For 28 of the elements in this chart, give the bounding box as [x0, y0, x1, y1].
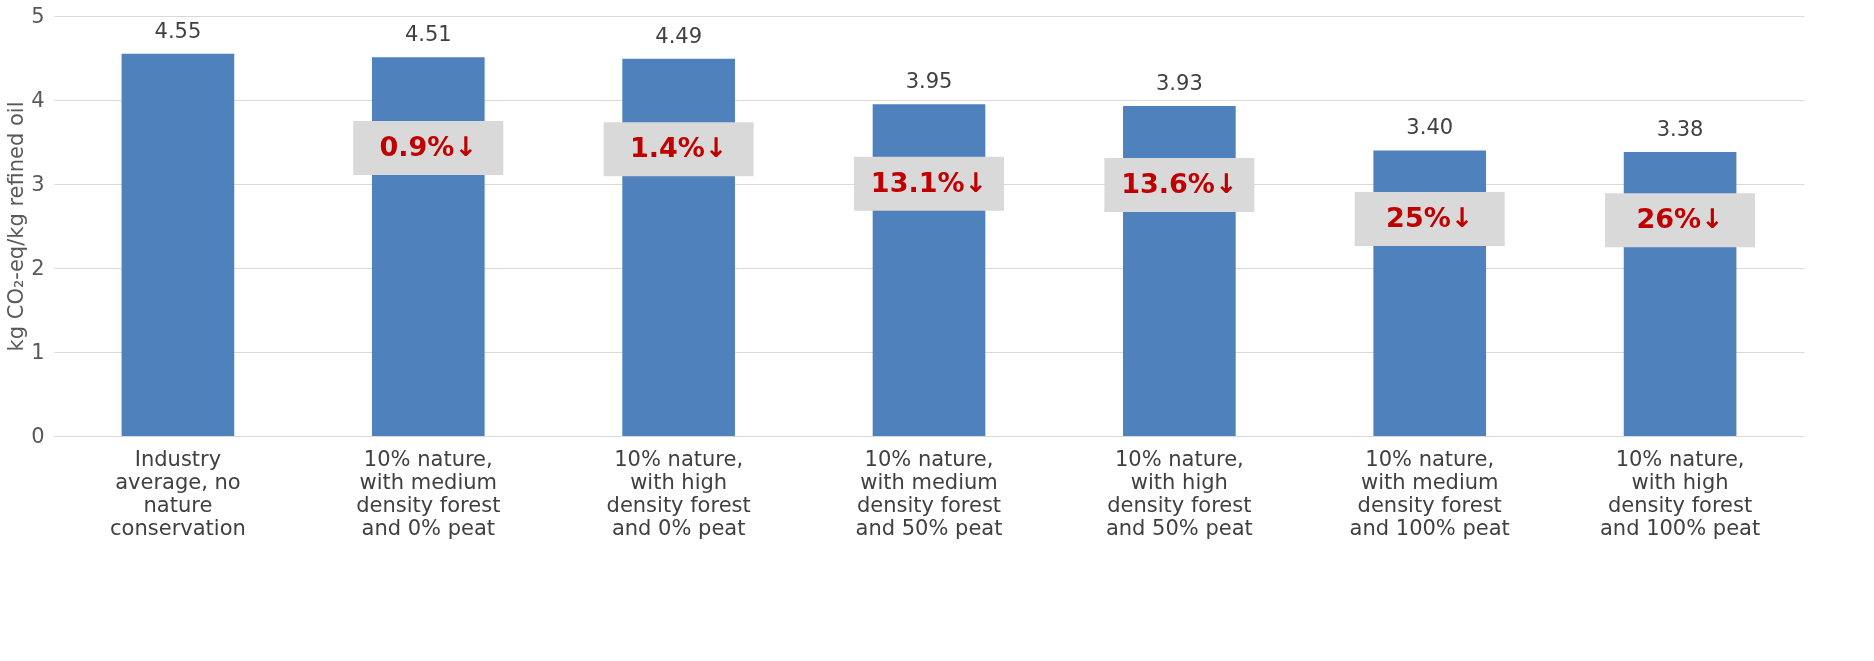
y-tick-label: 0 [31, 423, 45, 448]
x-tick-label: 10% nature, with medium density forest and 50% peat [855, 446, 1003, 540]
data-label: 4.49 [655, 23, 703, 48]
annotation: 1.4%↓ [629, 132, 728, 164]
data-label: 3.40 [1406, 115, 1454, 140]
annotation: 26%↓ [1636, 203, 1724, 235]
annotation: 13.6%↓ [1121, 168, 1238, 200]
x-tick-label: 10% nature, with medium density forest and 100% peat [1349, 446, 1510, 540]
y-tick-label: 4 [31, 87, 45, 112]
y-tick-label: 1 [31, 339, 45, 364]
annotation: 13.1%↓ [870, 166, 988, 198]
annotation: 25%↓ [1386, 201, 1474, 233]
bar [121, 53, 235, 436]
data-label: 3.38 [1656, 117, 1704, 142]
x-tick-label: 10% nature, with high density forest and 0% peat [606, 446, 751, 540]
data-label: 3.93 [1155, 70, 1203, 95]
data-label: 4.55 [154, 18, 202, 43]
data-label: 4.51 [404, 22, 452, 47]
y-tick-label: 5 [31, 3, 45, 28]
x-tick-label: Industry average, no nature conservation [110, 446, 246, 540]
y-tick-label: 2 [31, 255, 45, 280]
x-tick-label: 10% nature, with high density forest and 100% peat [1599, 446, 1761, 540]
x-tick-label: 10% nature, with medium density forest and 0% peat [356, 446, 501, 540]
y-axis-title: kg CO₂-eq/kg refined oil [4, 101, 29, 352]
data-label: 3.95 [905, 69, 953, 94]
annotation: 0.9%↓ [379, 131, 478, 163]
y-tick-label: 3 [31, 171, 45, 196]
x-tick-label: 10% nature, with high density forest and 50% peat [1105, 446, 1253, 540]
